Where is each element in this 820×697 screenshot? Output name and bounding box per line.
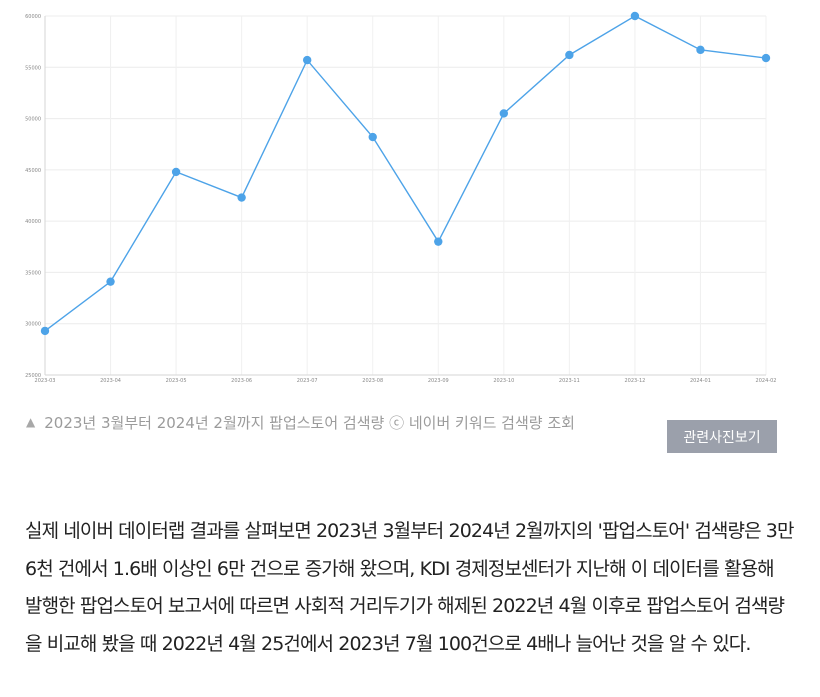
line-chart-svg: 25000 30000 35000 40000 45000 50000 55000 60000… xyxy=(25,11,777,384)
data-point xyxy=(434,237,443,246)
y-tick-label: 55000 xyxy=(25,65,41,71)
x-tick-label: 2023-07 xyxy=(297,378,318,384)
data-point xyxy=(499,109,509,118)
y-tick-label: 35000 xyxy=(25,270,41,276)
data-point xyxy=(171,167,181,177)
y-tick-label: 60000 xyxy=(25,14,41,20)
data-point xyxy=(565,50,574,60)
x-tick-label: 2023-06 xyxy=(231,378,252,384)
triangle-up-icon: ▲ xyxy=(26,415,36,429)
x-tick-label: 2023-12 xyxy=(624,378,645,384)
x-tick-label: 2023-08 xyxy=(362,378,383,384)
data-point xyxy=(368,132,377,142)
caption-text: 2023년 3월부터 2024년 2월까지 팝업스토어 검색량 ⓒ 네이버 키워… xyxy=(44,413,575,432)
y-axis-labels: 25000 30000 35000 40000 45000 50000 55000 60000 xyxy=(25,14,41,379)
related-photos-button[interactable]: 관련사진보기 xyxy=(667,420,777,453)
y-tick-label: 30000 xyxy=(25,322,41,328)
y-tick-label: 40000 xyxy=(25,219,41,225)
search-volume-chart: 25000 30000 35000 40000 45000 50000 55000 60000… xyxy=(25,11,777,384)
x-tick-label: 2023-05 xyxy=(166,378,187,384)
x-tick-label: 2023-04 xyxy=(100,378,121,384)
y-tick-label: 25000 xyxy=(25,373,41,379)
x-tick-label: 2024-01 xyxy=(690,378,711,384)
x-tick-label: 2023-10 xyxy=(493,378,514,384)
chart-series xyxy=(40,11,771,336)
data-point xyxy=(40,326,50,336)
y-tick-label: 50000 xyxy=(25,117,41,123)
image-caption: ▲ 2023년 3월부터 2024년 2월까지 팝업스토어 검색량 ⓒ 네이버 … xyxy=(26,411,575,433)
chart-axes xyxy=(44,16,766,376)
x-tick-label: 2024-02 xyxy=(756,378,777,384)
x-axis-labels: 2023-03 2023-04 2023-05 2023-06 2023-07 2023-… xyxy=(35,378,777,384)
data-point xyxy=(696,45,705,55)
data-point xyxy=(237,193,246,202)
chart-grid xyxy=(44,15,767,376)
x-tick-label: 2023-03 xyxy=(35,378,56,384)
data-point xyxy=(761,53,771,63)
x-tick-label: 2023-11 xyxy=(559,378,580,384)
data-point xyxy=(106,277,115,286)
data-point xyxy=(630,11,640,21)
series-line xyxy=(44,15,767,332)
article-paragraph: 실제 네이버 데이터랩 결과를 살펴보면 2023년 3월부터 2024년 2월… xyxy=(25,520,794,655)
data-point xyxy=(302,55,312,65)
y-tick-label: 45000 xyxy=(25,168,41,174)
x-tick-label: 2023-09 xyxy=(428,378,449,384)
